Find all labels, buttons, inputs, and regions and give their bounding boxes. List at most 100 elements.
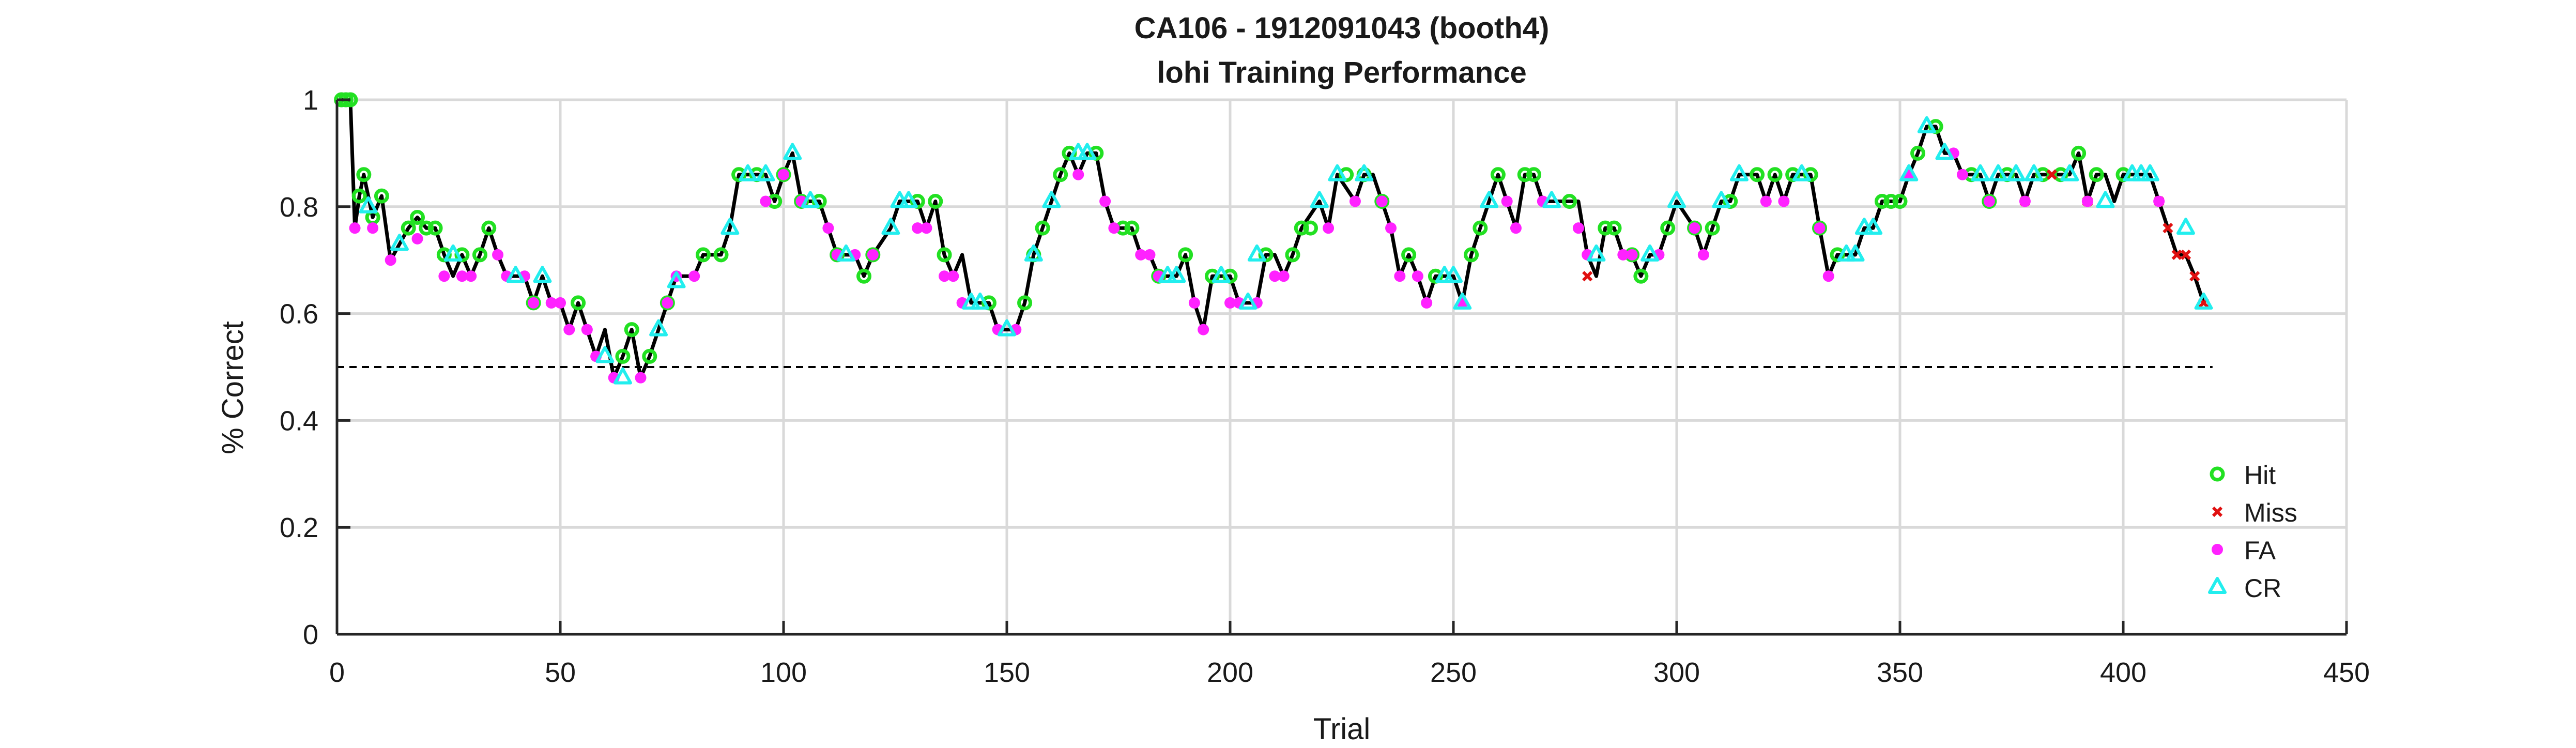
fa-marker (367, 222, 379, 234)
cr-marker (1971, 164, 1990, 181)
cr-marker (1864, 218, 1883, 235)
y-tick-label: 0.8 (280, 192, 318, 223)
cr-marker (1212, 266, 1231, 283)
fa-marker (921, 222, 932, 234)
hit-marker (1874, 193, 1890, 209)
cr-marker (1935, 143, 1954, 160)
hit-marker (374, 188, 389, 204)
cr-marker (506, 266, 525, 283)
hit-marker (356, 167, 372, 182)
fa-marker (1689, 222, 1700, 234)
x-tick-label: 400 (2100, 657, 2146, 688)
hit-marker (695, 247, 711, 263)
hit-marker (1017, 295, 1033, 311)
fa-marker (1323, 222, 1335, 234)
fa-marker (1822, 270, 1834, 282)
fa-marker (867, 249, 879, 261)
cr-marker (533, 266, 552, 283)
fa-marker (939, 270, 950, 282)
legend-fa-icon (2212, 544, 2223, 555)
legend: Hit Miss FA CR (2208, 461, 2297, 603)
x-tick-label: 200 (1207, 657, 1253, 688)
cr-marker (649, 319, 668, 337)
legend-cr-icon (2208, 577, 2227, 594)
x-tick-label: 50 (545, 657, 576, 688)
hit-marker (1464, 247, 1479, 263)
hit-marker (1883, 193, 1899, 209)
cr-marker (443, 244, 463, 262)
fa-marker (1108, 222, 1120, 234)
y-axis-label: % Correct (216, 321, 250, 454)
hit-marker (615, 348, 631, 364)
x-axis-label: Trial (1313, 712, 1371, 746)
cr-marker (1587, 244, 1606, 262)
fa-marker (2153, 195, 2165, 207)
fa-marker (545, 297, 557, 309)
cr-marker (1328, 164, 1347, 181)
cr-marker (881, 218, 900, 235)
cr-marker (2060, 164, 2079, 181)
hit-marker (713, 247, 729, 263)
fa-marker (581, 324, 593, 335)
hit-marker (1767, 167, 1783, 182)
cr-marker (836, 244, 855, 262)
miss-marker (2163, 223, 2173, 234)
fa-marker (1814, 222, 1826, 234)
cr-marker (595, 346, 615, 363)
cr-marker (1042, 191, 1061, 208)
fa-marker (1188, 297, 1200, 309)
hit-marker (571, 295, 586, 311)
fa-marker (528, 297, 540, 309)
cr-marker (1729, 164, 1749, 181)
x-tick-label: 300 (1653, 657, 1700, 688)
hit-marker (1490, 167, 1506, 182)
chart-subtitle: lohi Training Performance (1157, 56, 1526, 89)
cr-marker (1167, 266, 1186, 283)
hit-marker (1750, 167, 1765, 182)
y-tick-labels: 0 0.2 0.4 0.6 0.8 1 (280, 85, 318, 650)
hit-marker (1517, 167, 1532, 182)
miss-marker (2046, 169, 2057, 180)
y-tick-label: 0.4 (280, 405, 318, 436)
cr-marker (971, 292, 990, 310)
cr-marker (390, 234, 409, 251)
cr-marker (998, 319, 1016, 337)
cr-marker (1238, 292, 1258, 310)
fa-marker (1376, 195, 1388, 207)
fa-marker (1412, 270, 1423, 282)
fa-marker (1198, 324, 1209, 335)
hit-marker (427, 220, 443, 236)
hit-marker (419, 220, 434, 236)
hit-marker (472, 247, 487, 263)
x-tick-label: 450 (2323, 657, 2370, 688)
cr-marker (720, 218, 740, 235)
cr-marker (801, 191, 820, 208)
fa-marker (2081, 195, 2093, 207)
cr-marker (2006, 164, 2026, 181)
hit-marker (1053, 167, 1068, 182)
hit-marker (937, 247, 952, 263)
fa-marker (1697, 249, 1709, 261)
fa-marker (1983, 195, 1995, 207)
fa-marker (1385, 222, 1397, 234)
hit-marker (1598, 220, 1613, 236)
cr-marker (1024, 244, 1043, 262)
hit-marker (1294, 220, 1309, 236)
cr-marker (1310, 191, 1329, 208)
axes (335, 98, 2348, 636)
cr-markers (359, 116, 2213, 385)
cr-marker (1899, 164, 1919, 181)
fa-marker (1394, 270, 1406, 282)
fa-marker (760, 195, 772, 207)
legend-label-hit: Hit (2244, 461, 2276, 490)
fa-marker (822, 222, 834, 234)
hit-marker (1910, 145, 1926, 161)
cr-marker (359, 196, 378, 213)
hit-marker (1285, 247, 1300, 263)
hit-marker (401, 220, 416, 236)
legend-hit-icon (2210, 466, 2225, 482)
hit-marker (410, 209, 425, 225)
hit-marker (642, 348, 657, 364)
y-tick-label: 0 (303, 619, 318, 650)
